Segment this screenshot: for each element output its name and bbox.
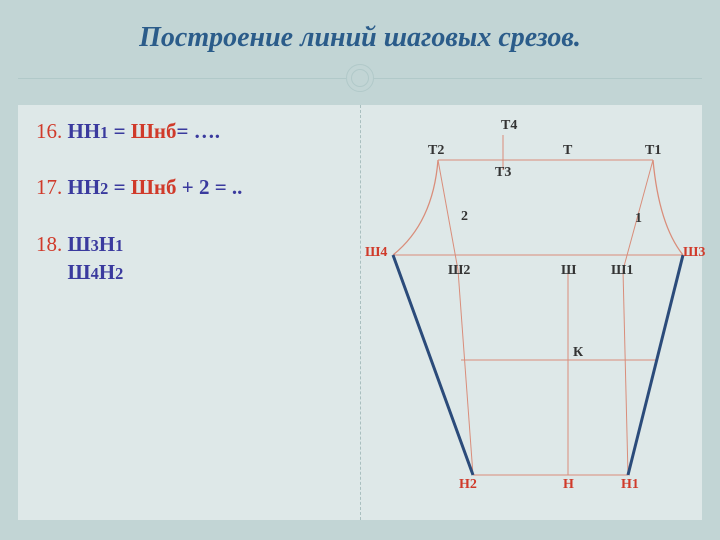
divider-left — [18, 78, 346, 79]
diagram-label-Sh: Ш — [561, 263, 576, 279]
diagram-label-T2: Т2 — [428, 143, 444, 159]
diagram-label-Sh3: Ш3 — [683, 245, 705, 261]
step-num: 17. — [36, 175, 62, 199]
step-eq: = — [114, 175, 131, 199]
diagram-label-Sh2: Ш2 — [448, 263, 470, 279]
diagram-label-H: Н — [563, 477, 574, 493]
step-17: 17. НН2 = Шнб + 2 = .. — [36, 173, 242, 201]
step-tail: + 2 = .. — [177, 175, 243, 199]
diagram-label-H1: Н1 — [621, 477, 639, 493]
step-eq: = — [114, 119, 131, 143]
diagram-label-T: Т — [563, 143, 572, 159]
diagram-label-K: К — [573, 345, 583, 361]
step-num: 18. — [36, 232, 62, 256]
step-lhs: НН1 — [68, 119, 114, 143]
diagram-svg — [353, 105, 713, 520]
diagram-label-p2: 2 — [461, 209, 468, 225]
diagram-label-T4: Т4 — [501, 118, 517, 134]
diagram-label-T1: Т1 — [645, 143, 661, 159]
diagram-label-T3: Т3 — [495, 165, 511, 181]
divider-right — [374, 78, 702, 79]
step-line-a: Ш3Н1 — [68, 232, 124, 256]
slide-title: Построение линий шаговых срезов. — [0, 22, 720, 54]
step-18: 18. Ш3Н1 18. Ш4Н2 — [36, 230, 242, 287]
step-lhs: НН2 — [68, 175, 114, 199]
steps-text: 16. НН1 = Шнб= …. 17. НН2 = Шнб + 2 = ..… — [36, 117, 242, 314]
diagram-label-Sh1: Ш1 — [611, 263, 633, 279]
step-line-b: Ш4Н2 — [68, 260, 124, 284]
diagram-label-p1: 1 — [635, 211, 642, 227]
step-rhs: Шнб — [131, 119, 177, 143]
step-16: 16. НН1 = Шнб= …. — [36, 117, 242, 145]
diagram-label-Sh4: Ш4 — [365, 245, 387, 261]
step-num: 16. — [36, 119, 62, 143]
diagram-label-H2: Н2 — [459, 477, 477, 493]
diagram: Т2 Т4 Т3 Т Т1 2 1 Ш4 Ш2 Ш Ш1 Ш3 К Н2 Н Н1 — [353, 105, 713, 520]
slide: Построение линий шаговых срезов. 16. НН1… — [0, 0, 720, 540]
divider-circle-inner — [351, 69, 369, 87]
step-rhs: Шнб — [131, 175, 177, 199]
step-tail: = …. — [177, 119, 220, 143]
content-panel: 16. НН1 = Шнб= …. 17. НН2 = Шнб + 2 = ..… — [18, 105, 702, 520]
